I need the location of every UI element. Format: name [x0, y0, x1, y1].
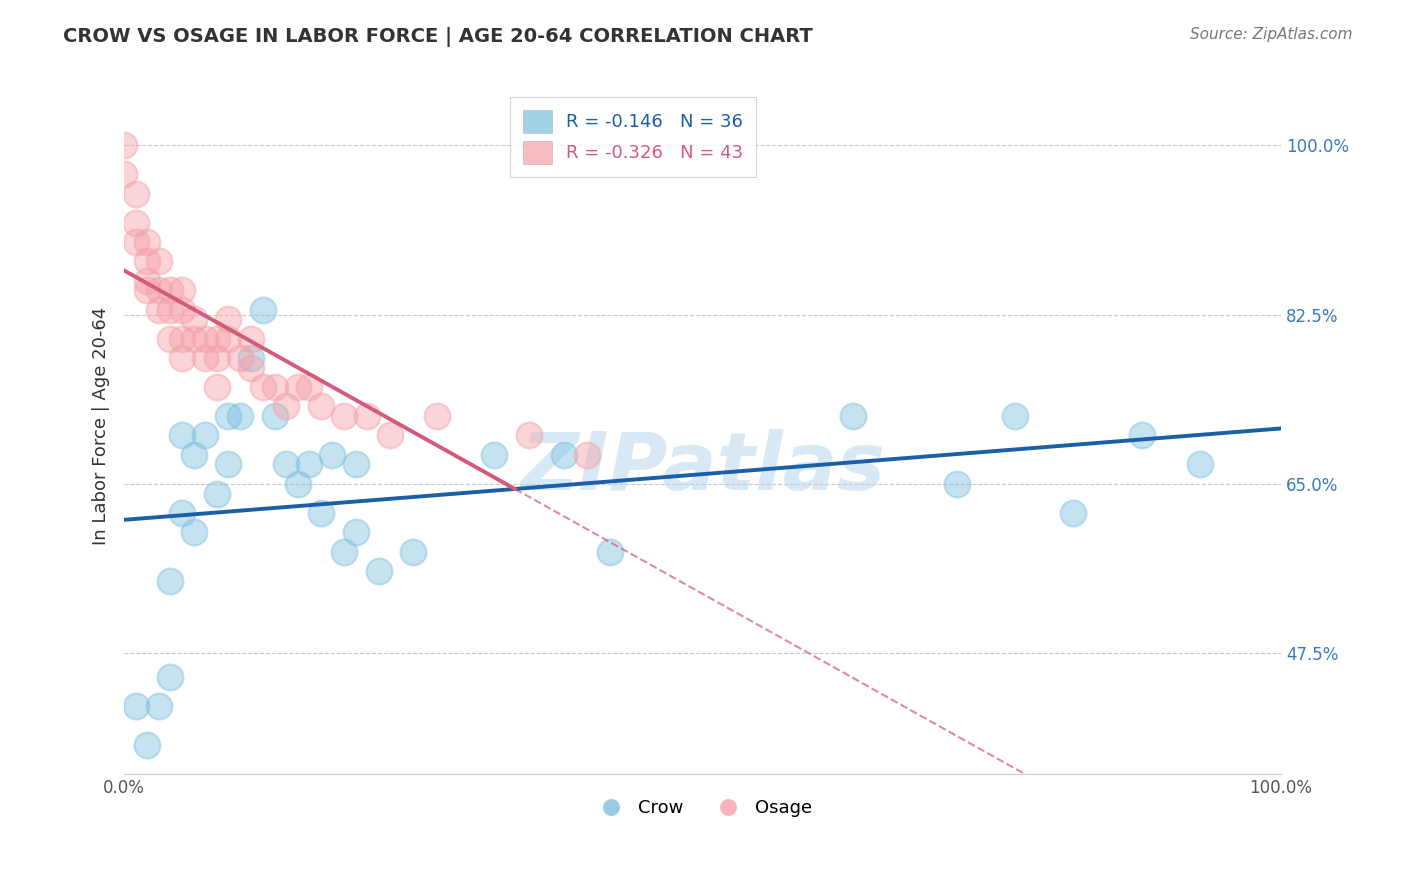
Point — [205, 486, 228, 500]
Text: Source: ZipAtlas.com: Source: ZipAtlas.com — [1189, 27, 1353, 42]
Point — [287, 476, 309, 491]
Point — [148, 283, 170, 297]
Point — [136, 254, 159, 268]
Point — [148, 302, 170, 317]
Point — [159, 574, 181, 588]
Point — [263, 409, 285, 423]
Point — [344, 458, 367, 472]
Point — [553, 448, 575, 462]
Point — [229, 409, 252, 423]
Point — [205, 332, 228, 346]
Point — [252, 380, 274, 394]
Point — [1004, 409, 1026, 423]
Point — [170, 332, 193, 346]
Point — [287, 380, 309, 394]
Point — [183, 525, 205, 540]
Point — [599, 544, 621, 558]
Point — [148, 254, 170, 268]
Point — [183, 312, 205, 326]
Point — [517, 428, 540, 442]
Text: CROW VS OSAGE IN LABOR FORCE | AGE 20-64 CORRELATION CHART: CROW VS OSAGE IN LABOR FORCE | AGE 20-64… — [63, 27, 813, 46]
Point — [159, 283, 181, 297]
Point — [356, 409, 378, 423]
Point — [276, 400, 298, 414]
Point — [170, 302, 193, 317]
Point — [136, 274, 159, 288]
Point — [125, 235, 148, 249]
Point — [112, 167, 135, 181]
Point — [194, 351, 217, 365]
Point — [229, 351, 252, 365]
Point — [159, 302, 181, 317]
Point — [252, 302, 274, 317]
Point — [263, 380, 285, 394]
Point — [170, 428, 193, 442]
Point — [136, 738, 159, 752]
Point — [183, 332, 205, 346]
Point — [298, 458, 321, 472]
Point — [240, 351, 263, 365]
Point — [321, 448, 343, 462]
Point — [575, 448, 598, 462]
Point — [159, 670, 181, 684]
Text: ZIPatlas: ZIPatlas — [520, 428, 886, 507]
Point — [170, 283, 193, 297]
Point — [367, 564, 389, 578]
Point — [194, 428, 217, 442]
Point — [217, 409, 239, 423]
Point — [309, 400, 332, 414]
Y-axis label: In Labor Force | Age 20-64: In Labor Force | Age 20-64 — [93, 307, 110, 545]
Point — [205, 380, 228, 394]
Point — [240, 360, 263, 375]
Point — [136, 235, 159, 249]
Point — [1130, 428, 1153, 442]
Point — [425, 409, 447, 423]
Point — [125, 216, 148, 230]
Point — [205, 351, 228, 365]
Point — [170, 506, 193, 520]
Point — [842, 409, 865, 423]
Point — [125, 186, 148, 201]
Point — [194, 332, 217, 346]
Point — [159, 332, 181, 346]
Point — [148, 699, 170, 714]
Point — [112, 138, 135, 153]
Point — [484, 448, 506, 462]
Point — [125, 699, 148, 714]
Point — [380, 428, 402, 442]
Point — [217, 332, 239, 346]
Point — [333, 409, 356, 423]
Point — [170, 351, 193, 365]
Point — [946, 476, 969, 491]
Point — [309, 506, 332, 520]
Point — [276, 458, 298, 472]
Point — [240, 332, 263, 346]
Legend: Crow, Osage: Crow, Osage — [585, 792, 820, 824]
Point — [217, 312, 239, 326]
Point — [217, 458, 239, 472]
Point — [183, 448, 205, 462]
Point — [333, 544, 356, 558]
Point — [136, 283, 159, 297]
Point — [1188, 458, 1211, 472]
Point — [1062, 506, 1084, 520]
Point — [344, 525, 367, 540]
Point — [298, 380, 321, 394]
Point — [402, 544, 425, 558]
